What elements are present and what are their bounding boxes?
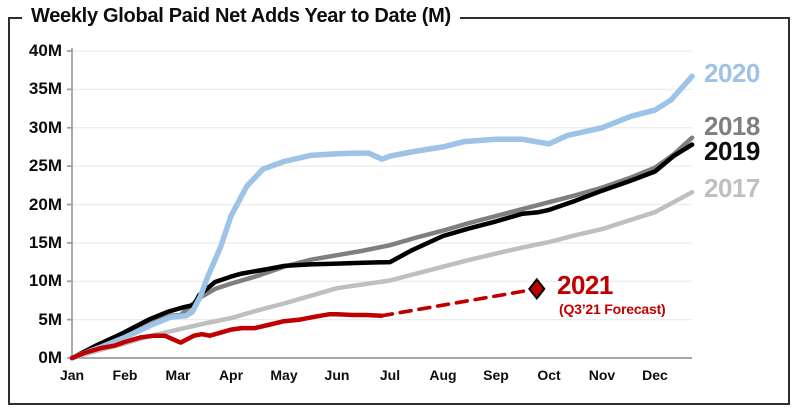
y-axis-label: 5M <box>38 309 62 329</box>
x-axis-label: Dec <box>642 367 668 383</box>
legend-2019: 2019 <box>704 136 760 166</box>
legend-2017: 2017 <box>704 173 760 203</box>
y-axis-label: 0M <box>38 348 62 367</box>
y-axis-label: 20M <box>28 194 62 214</box>
y-axis-label: 15M <box>28 232 62 252</box>
forecast-diamond-marker <box>528 277 546 301</box>
x-axis-label: Oct <box>537 367 561 383</box>
x-axis-label: Sep <box>483 367 509 383</box>
x-axis-label: Nov <box>588 367 616 383</box>
x-axis-label: Mar <box>165 367 191 383</box>
x-axis-label: Jun <box>324 367 350 383</box>
series-line-2020 <box>69 73 695 361</box>
x-axis-label: Jan <box>59 367 85 383</box>
forecast-note-label: (Q3’21 Forecast) <box>559 301 666 317</box>
x-axis-label: Jul <box>379 367 401 383</box>
series-line-2018 <box>69 135 695 361</box>
x-axis-label: Aug <box>429 367 457 383</box>
chart-title: Weekly Global Paid Net Adds Year to Date… <box>22 5 460 28</box>
series-line-2021 <box>69 312 384 361</box>
series-line-2019 <box>69 142 695 361</box>
y-axis-label: 40M <box>28 41 62 60</box>
y-axis-label: 30M <box>28 117 62 137</box>
x-axis-label: May <box>270 367 298 383</box>
legend-2018: 2018 <box>704 111 760 141</box>
legend-2020: 2020 <box>704 58 760 88</box>
series-line-2017 <box>69 189 695 361</box>
forecast-year-label: 2021 <box>557 270 613 300</box>
x-axis-label: Apr <box>218 367 244 383</box>
y-axis-label: 25M <box>28 156 62 176</box>
series-line-2021-forecast <box>379 287 539 318</box>
y-axis-label: 10M <box>28 271 62 291</box>
y-axis-label: 35M <box>28 79 62 99</box>
x-axis-label: Feb <box>112 367 138 383</box>
